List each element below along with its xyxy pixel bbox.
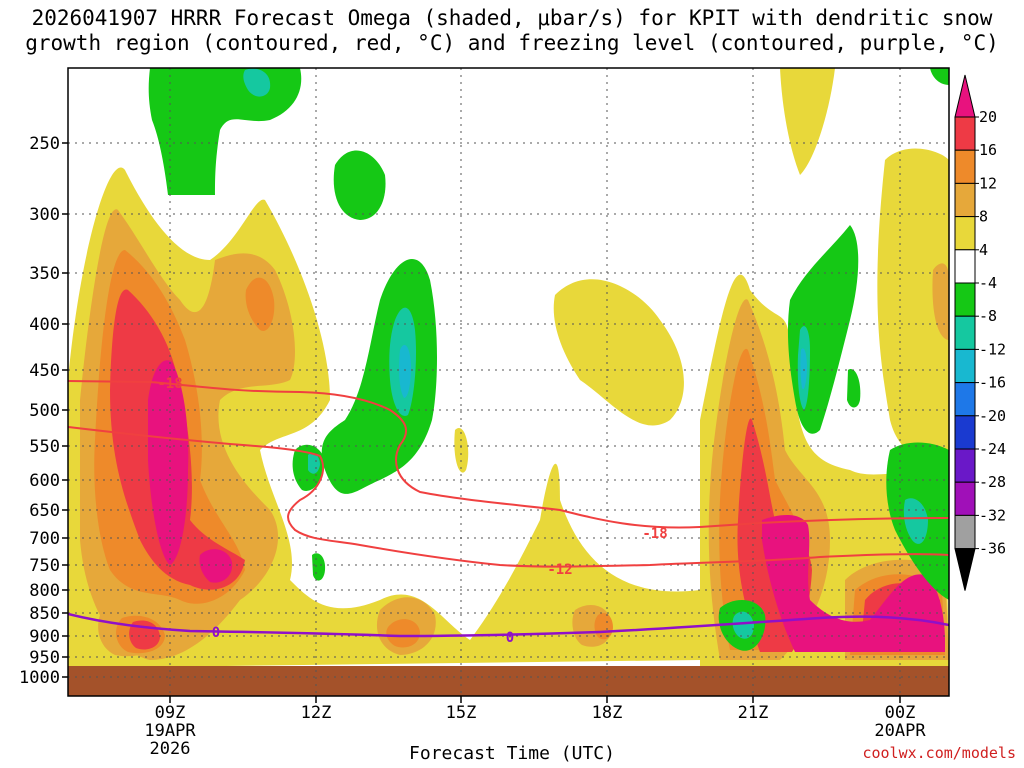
colorbar-label-8: -16	[979, 374, 1006, 392]
y-tick-label-500: 500	[29, 401, 60, 421]
contour-label-0: -18	[157, 376, 182, 392]
contour-label-3: 0	[212, 625, 220, 641]
freezing-level-contour	[68, 612, 949, 638]
y-tick-label-950: 950	[29, 648, 60, 668]
colorbar-label-6: -8	[979, 307, 997, 325]
plot-frame	[67, 67, 950, 697]
dgz-contours	[68, 380, 949, 568]
contour-labels: -18 -18 -12 0 0	[157, 376, 667, 646]
colorbar-label-9: -20	[979, 407, 1006, 425]
colorbar: 20 16 12 8 4 -4 -8 -12 -16 -20 -24 -28 -32 -36	[954, 74, 1006, 591]
colorbar-swatch-10	[954, 415, 976, 450]
colorbar-label-11: -28	[979, 473, 1006, 491]
colorbar-swatch-7	[954, 315, 976, 350]
dgz-contour-lower	[68, 426, 949, 568]
colorbar-swatch-2	[954, 149, 976, 184]
contour-label-4: 0	[506, 630, 514, 646]
colorbar-label-10: -24	[979, 440, 1006, 458]
y-tick-label-600: 600	[29, 471, 60, 491]
colorbar-swatch-9	[954, 382, 976, 417]
colorbar-swatch-12	[954, 481, 976, 516]
colorbar-label-0: 20	[979, 108, 997, 126]
dgz-contour-upper	[68, 380, 949, 529]
contour-label-2: -12	[547, 562, 572, 578]
contour-label-1: -18	[642, 526, 667, 542]
colorbar-label-7: -12	[979, 340, 1006, 358]
colorbar-label-4: 4	[979, 241, 988, 259]
colorbar-label-2: 12	[979, 174, 997, 192]
colorbar-label-13: -36	[979, 540, 1006, 558]
omega-shade-cyan	[399, 345, 807, 398]
x-tick-label-0: 09Z	[155, 703, 186, 723]
title-line-2: growth region (contoured, red, °C) and f…	[25, 31, 999, 55]
y-tick-label-300: 300	[29, 205, 60, 225]
colorbar-bottom-arrow	[954, 548, 976, 591]
colorbar-label-5: -4	[979, 274, 997, 292]
x-tick-label-1: 12Z	[301, 703, 332, 723]
y-tick-label-1000: 1000	[19, 668, 60, 688]
x-tick-label-4: 21Z	[738, 703, 769, 723]
y-tick-label-400: 400	[29, 315, 60, 335]
y-tick-label-450: 450	[29, 361, 60, 381]
y-tick-label-650: 650	[29, 501, 60, 521]
y-tick-label-800: 800	[29, 581, 60, 601]
chart-title: 2026041907 HRRR Forecast Omega (shaded, …	[0, 6, 1024, 56]
colorbar-swatch-8	[954, 348, 976, 384]
x-tick-label-5: 00Z	[885, 703, 916, 723]
x-axis-label: Forecast Time (UTC)	[409, 743, 615, 764]
colorbar-swatch-3	[954, 182, 976, 218]
y-tick-label-850: 850	[29, 604, 60, 624]
y-tick-label-700: 700	[29, 529, 60, 549]
omega-shading	[68, 68, 949, 696]
y-tick-label-750: 750	[29, 556, 60, 576]
site-credit: coolwx.com/models	[862, 744, 1016, 762]
y-tick-label-350: 350	[29, 264, 60, 284]
y-tick-label-900: 900	[29, 627, 60, 647]
x-tick-date-5: 20APR	[874, 721, 926, 741]
colorbar-swatch-1	[954, 116, 976, 151]
colorbar-swatch-5	[954, 249, 976, 284]
x-tick-date-0: 19APR	[144, 721, 196, 741]
colorbar-swatch-11	[954, 448, 976, 483]
x-tick-label-2: 15Z	[446, 703, 477, 723]
colorbar-label-1: 16	[979, 141, 997, 159]
colorbar-label-12: -32	[979, 506, 1006, 524]
colorbar-swatch-6	[954, 282, 976, 317]
y-tick-label-550: 550	[29, 437, 60, 457]
colorbar-label-3: 8	[979, 208, 988, 226]
colorbar-swatch-4	[954, 216, 976, 251]
y-tick-label-250: 250	[29, 134, 60, 154]
x-tick-year-0: 2026	[150, 739, 191, 759]
title-line-1: 2026041907 HRRR Forecast Omega (shaded, …	[31, 6, 993, 30]
colorbar-swatch-13	[954, 514, 976, 550]
colorbar-top-arrow	[954, 74, 976, 118]
ground-shading	[68, 666, 949, 696]
y-axis: 250 300 350 400 450 500 550 600 650 700 750 800 850 9…	[19, 134, 68, 688]
x-tick-label-3: 18Z	[592, 703, 623, 723]
